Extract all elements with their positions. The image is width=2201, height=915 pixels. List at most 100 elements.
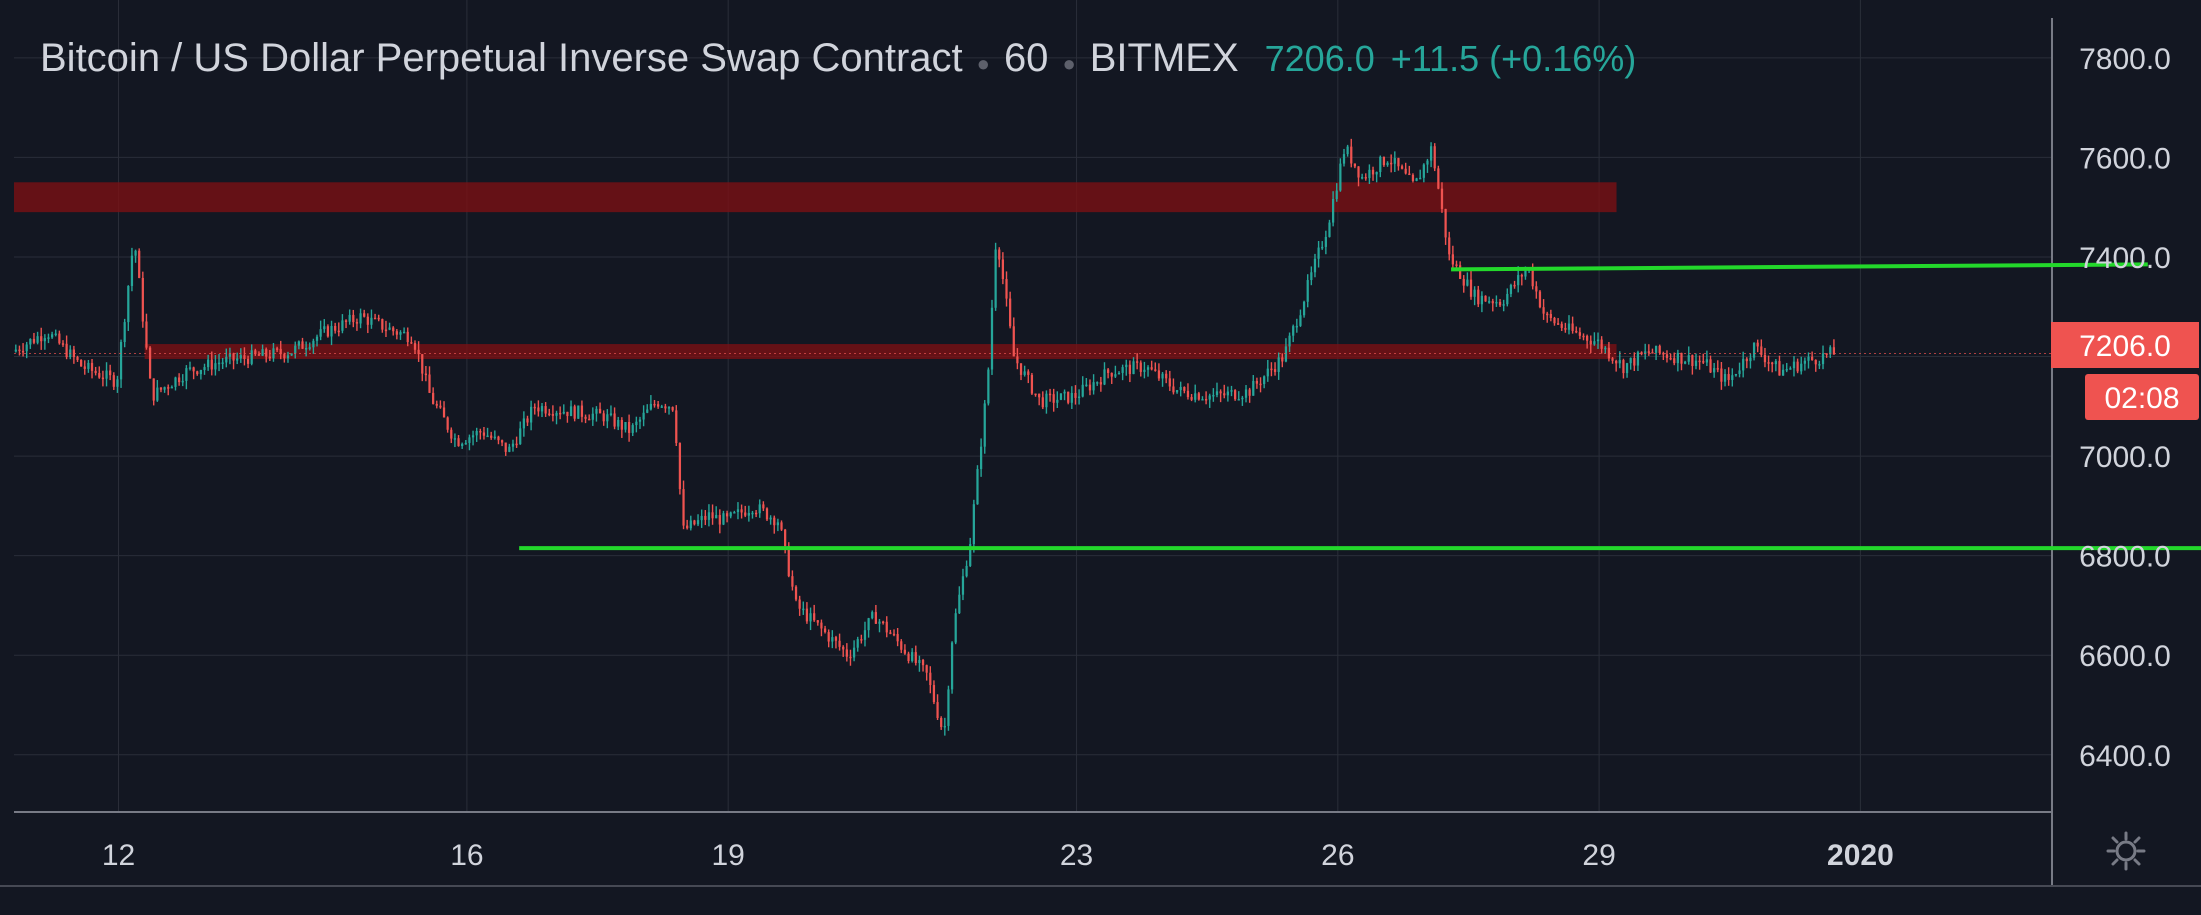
candle-body — [892, 633, 896, 636]
support-trendline[interactable] — [1451, 262, 2148, 272]
candle-body — [762, 504, 765, 509]
candle-body — [598, 408, 602, 414]
candle-body — [1132, 361, 1135, 375]
candle-body — [1676, 352, 1679, 364]
candle-body — [725, 513, 729, 517]
candle-body — [1422, 164, 1425, 178]
candle-body — [337, 330, 340, 333]
candle-body — [1444, 208, 1447, 238]
candle-body — [236, 358, 239, 361]
countdown-badge — [2085, 374, 2199, 420]
candle-body — [555, 412, 558, 416]
candle-body — [134, 250, 137, 256]
candle-body — [1818, 364, 1821, 366]
candle-body — [442, 407, 446, 418]
candle-body — [1680, 352, 1683, 364]
candle-body — [123, 322, 126, 343]
candle-body — [1596, 339, 1600, 342]
candle-body — [1096, 382, 1099, 384]
candle-body — [1353, 163, 1357, 167]
candle-body — [1535, 286, 1538, 292]
candle-body — [1252, 380, 1255, 396]
candle-body — [569, 406, 573, 417]
candle-body — [1208, 395, 1211, 400]
candle-body — [929, 672, 932, 686]
candle-body — [987, 369, 990, 404]
candle-body — [1143, 369, 1146, 372]
candle-body — [1698, 360, 1701, 363]
candle-body — [1502, 304, 1505, 306]
candle-body — [1397, 158, 1400, 167]
candle-body — [1564, 327, 1567, 330]
interval-label[interactable]: 60 — [1003, 36, 1049, 80]
candle-body — [54, 333, 57, 336]
candle-body — [1375, 172, 1378, 175]
candle-body — [1691, 355, 1694, 367]
price-tick-label: 7400.0 — [2079, 242, 2171, 275]
candle-body — [1745, 358, 1748, 362]
candle-body — [504, 442, 507, 452]
symbol-name[interactable]: Bitcoin / US Dollar Perpetual Inverse Sw… — [40, 36, 963, 80]
candle-body — [1411, 174, 1415, 181]
candle-body — [1088, 384, 1092, 391]
exchange-label[interactable]: BITMEX — [1089, 36, 1239, 80]
candle-body — [660, 406, 663, 408]
candle-body — [831, 637, 834, 642]
candle-body — [1175, 390, 1179, 393]
candle-body — [1734, 373, 1738, 376]
candle-body — [486, 435, 489, 438]
candle-body — [319, 329, 322, 337]
candle-body — [1433, 146, 1436, 169]
candle-body — [1154, 369, 1157, 371]
candle-body — [21, 350, 25, 353]
candle-body — [1259, 383, 1262, 386]
candle-body — [914, 652, 917, 663]
candle-body — [421, 354, 424, 374]
candle-body — [551, 414, 555, 416]
candle-body — [1419, 177, 1422, 180]
candle-body — [820, 622, 823, 629]
candle-body — [1763, 354, 1767, 363]
candle-body — [490, 435, 493, 438]
candle-body — [667, 407, 671, 409]
trendlines — [14, 262, 2201, 551]
candle-body — [1480, 295, 1484, 305]
candle-body — [1778, 361, 1781, 376]
candle-body — [1048, 393, 1052, 396]
price-tick-label: 7000.0 — [2079, 441, 2171, 474]
candle-body — [246, 358, 250, 364]
candle-body — [326, 326, 330, 337]
candle-body — [1056, 399, 1059, 403]
candle-body — [657, 404, 660, 407]
candle-body — [40, 336, 43, 342]
candle-body — [990, 307, 994, 370]
gear-icon[interactable] — [2105, 830, 2147, 872]
candle-body — [900, 641, 903, 650]
candle-body — [638, 419, 642, 422]
candle-body — [1546, 313, 1549, 316]
candle-body — [1582, 335, 1585, 338]
candle-body — [283, 354, 286, 359]
candle-body — [573, 406, 576, 419]
candle-body — [1016, 356, 1019, 364]
candle-body — [257, 354, 261, 356]
candle-body — [885, 621, 888, 633]
candle-body — [998, 249, 1001, 260]
candle-body — [791, 576, 794, 587]
candle-body — [1201, 398, 1204, 401]
candle-body — [1081, 384, 1084, 397]
candle-body — [1556, 323, 1560, 325]
candle-body — [852, 647, 856, 658]
candle-body — [1361, 177, 1364, 179]
candle-body — [1800, 363, 1803, 372]
candle-body — [1789, 368, 1792, 370]
candle-body — [94, 370, 97, 374]
candle-body — [203, 367, 206, 371]
candle-body — [584, 416, 587, 419]
candle-body — [1125, 364, 1128, 368]
candle-body — [548, 413, 551, 416]
candle-body — [965, 565, 968, 577]
candle-body — [1273, 369, 1277, 372]
candle-body — [1825, 353, 1828, 355]
